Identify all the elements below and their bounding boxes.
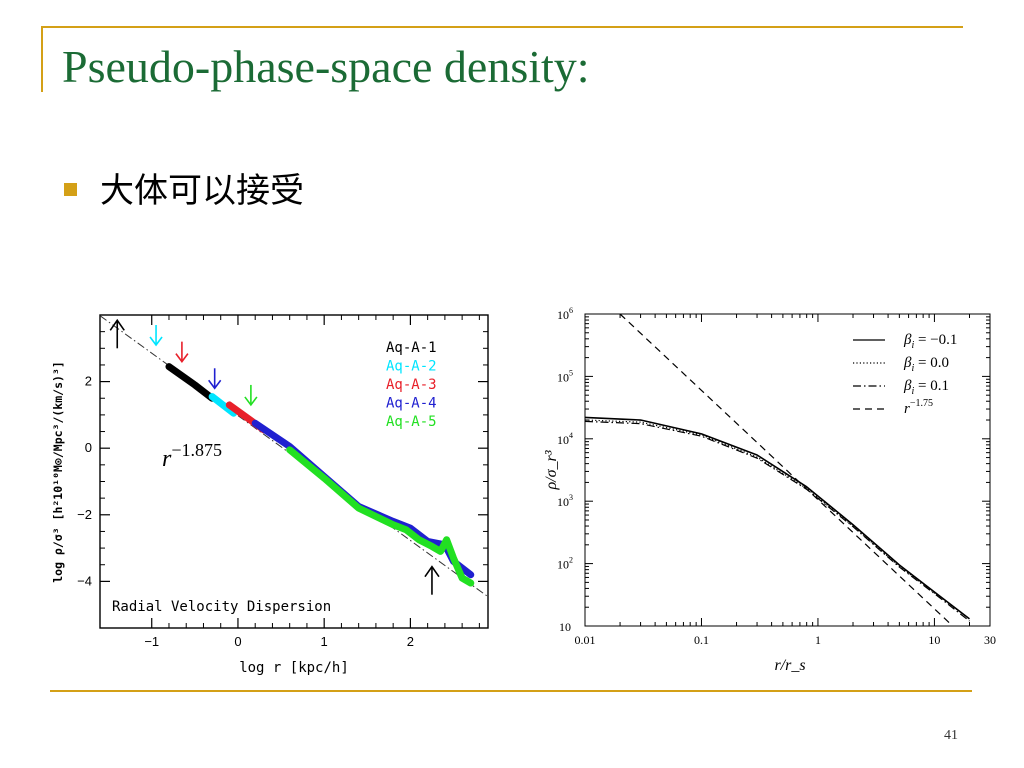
title-top-rule xyxy=(41,26,963,28)
arrow-up-marker xyxy=(424,565,440,595)
slide-title: Pseudo-phase-space density: xyxy=(62,41,590,92)
arrow-up-marker xyxy=(109,318,125,349)
chart-model-pseudo-phase-space: 0.01 0.1 1 10 30 106 105 104 103 102 10 r/r_s ρ/σ_… xyxy=(543,306,996,674)
x-tick-label: 0.01 xyxy=(575,633,596,647)
arrow-down-marker xyxy=(208,368,222,390)
panel-annotation: Radial Velocity Dispersion xyxy=(112,599,331,615)
y-tick-label: 103 xyxy=(557,493,573,509)
legend-entry: Aq-A-2 xyxy=(386,359,437,375)
legend-entry: βi = 0.0 xyxy=(903,355,949,374)
x-tick-label: −1 xyxy=(144,634,159,649)
footer-rule xyxy=(50,690,972,692)
y-tick-label: −4 xyxy=(77,573,92,588)
y-tick-label: 104 xyxy=(557,431,573,447)
arrow-down-marker xyxy=(244,384,258,407)
page-number: 41 xyxy=(944,728,958,743)
x-tick-label: 1 xyxy=(321,634,328,649)
bullet-text: 大体可以接受 xyxy=(100,171,304,211)
chart-aquarius-pseudo-phase-space: −1 0 1 2 −4 −2 0 2 log r [kpc/h] log ρ/σ³ [h²10… xyxy=(51,314,489,676)
series-dashed xyxy=(619,314,954,626)
x-tick-label: 2 xyxy=(407,634,414,649)
y-tick-label: 102 xyxy=(557,556,573,572)
y-tick-label: −2 xyxy=(77,507,92,522)
x-axis-label: r/r_s xyxy=(774,657,805,674)
powerlaw-annotation: r−1.875 xyxy=(162,440,222,472)
legend-entry: r−1.75 xyxy=(904,398,933,417)
y-tick-label: 105 xyxy=(557,368,573,384)
y-axis-label: ρ/σ_r³ xyxy=(543,450,560,490)
x-axis-label: log r [kpc/h] xyxy=(239,660,349,676)
plot-frame xyxy=(99,314,489,629)
arrow-down-marker xyxy=(149,324,163,347)
legend-entry: βi = −0.1 xyxy=(903,332,957,351)
y-tick-label: 0 xyxy=(85,440,92,455)
series-aq-a-2 xyxy=(208,393,238,417)
y-tick-label: 10 xyxy=(559,620,571,634)
y-axis-label: log ρ/σ³ [h²10¹⁰M⊙/Mpc³/(km/s)³] xyxy=(51,361,65,583)
legend-entry: βi = 0.1 xyxy=(903,378,949,397)
series-aq-a-5 xyxy=(286,446,475,587)
legend: Aq-A-1 Aq-A-2 Aq-A-3 Aq-A-4 Aq-A-5 xyxy=(386,340,437,430)
title-left-rule xyxy=(41,26,43,92)
series-solid xyxy=(585,416,970,620)
powerlaw-base: r xyxy=(162,446,172,472)
bullet-marker xyxy=(64,183,77,196)
arrow-down-marker xyxy=(175,341,189,363)
plot-frame xyxy=(584,313,991,627)
legend: βi = −0.1 βi = 0.0 βi = 0.1r−1.75 xyxy=(853,332,957,417)
x-tick-label: 1 xyxy=(815,633,821,647)
legend-entry: Aq-A-1 xyxy=(386,340,437,356)
x-tick-label: 0 xyxy=(234,634,241,649)
series-dash-dot xyxy=(585,420,970,622)
powerlaw-exponent: −1.875 xyxy=(171,440,222,460)
series-dotted xyxy=(585,419,970,620)
x-tick-label: 10 xyxy=(928,633,940,647)
legend-entry: Aq-A-4 xyxy=(386,396,437,412)
legend-entry: Aq-A-5 xyxy=(386,414,437,430)
legend-entry: Aq-A-3 xyxy=(386,377,437,393)
x-tick-label: 0.1 xyxy=(694,633,709,647)
series-aq-a-1 xyxy=(165,363,216,402)
x-tick-label: 30 xyxy=(984,633,996,647)
y-tick-label: 2 xyxy=(85,374,92,389)
y-tick-label: 106 xyxy=(557,306,573,322)
